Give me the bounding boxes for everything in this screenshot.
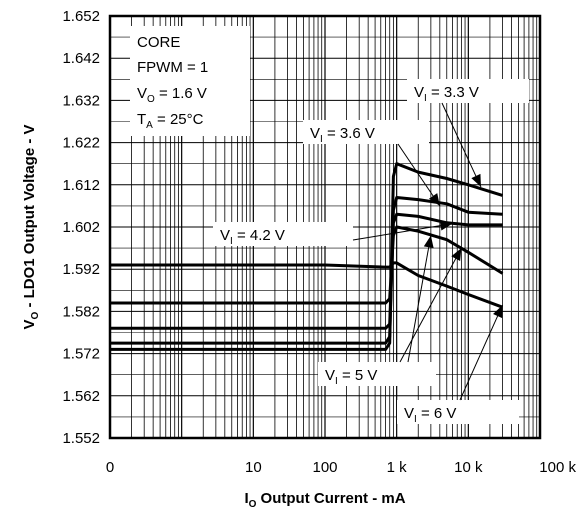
y-tick-label: 1.642 bbox=[62, 50, 100, 67]
x-tick-labels: 0 10 100 1 k 10 k 100 k bbox=[106, 459, 577, 476]
y-tick-label: 1.612 bbox=[62, 177, 100, 194]
series-label-box bbox=[397, 400, 519, 424]
series-line bbox=[110, 162, 503, 351]
series-label-box bbox=[303, 120, 429, 144]
annotations: CORE FPWM = 1 VO = 1.6 V TA = 25°C VI = 3.3 … bbox=[130, 26, 529, 425]
arrowhead bbox=[471, 173, 481, 187]
series-label: VI = 5 V bbox=[325, 367, 377, 387]
series-line bbox=[110, 261, 504, 309]
label-leader-line bbox=[441, 102, 482, 188]
y-tick-label: 1.562 bbox=[62, 388, 100, 405]
x-tick-label: 100 bbox=[312, 459, 337, 476]
label-leader-line bbox=[459, 304, 503, 401]
series-line bbox=[110, 196, 503, 345]
x-tick-label: 10 k bbox=[454, 459, 483, 476]
y-axis-title: VO - LDO1 Output Voltage - V bbox=[21, 124, 41, 329]
conditions-box bbox=[130, 26, 250, 136]
plot-frame bbox=[108, 14, 542, 440]
series-label: VI = 6 V bbox=[404, 405, 456, 425]
series-label: VI = 3.6 V bbox=[310, 125, 375, 145]
arrowhead bbox=[439, 220, 453, 231]
y-tick-label: 1.622 bbox=[62, 135, 100, 152]
series-line bbox=[110, 225, 504, 305]
arrowhead bbox=[493, 305, 503, 319]
x-tick-label: 10 bbox=[245, 459, 262, 476]
arrowhead bbox=[451, 248, 462, 262]
y-tick-label: 1.582 bbox=[62, 303, 100, 320]
y-tick-label: 1.572 bbox=[62, 346, 100, 363]
series-line bbox=[110, 212, 503, 330]
series-label: VI = 3.3 V bbox=[414, 84, 479, 104]
arrowhead bbox=[423, 235, 434, 249]
label-leader-line bbox=[352, 223, 453, 241]
condition-ta: TA = 25°C bbox=[137, 111, 204, 131]
arrowhead bbox=[428, 193, 440, 206]
series-label-box bbox=[213, 222, 353, 246]
label-leader-line bbox=[399, 247, 462, 363]
y-tick-label: 1.652 bbox=[62, 8, 100, 25]
series-label-box bbox=[407, 79, 529, 103]
y-tick-label: 1.602 bbox=[62, 219, 100, 236]
curves bbox=[110, 162, 504, 351]
y-tick-label: 1.632 bbox=[62, 92, 100, 109]
y-tick-label: 1.592 bbox=[62, 261, 100, 278]
x-tick-label: 1 k bbox=[387, 459, 408, 476]
x-tick-label: 100 k bbox=[539, 459, 576, 476]
series-label-box bbox=[318, 362, 436, 386]
condition-vo: VO = 1.6 V bbox=[137, 85, 207, 105]
label-leader-line bbox=[407, 235, 432, 363]
series-label: VI = 4.2 V bbox=[220, 227, 285, 247]
grid bbox=[109, 15, 540, 439]
y-tick-label: 1.552 bbox=[62, 430, 100, 447]
label-leader-line bbox=[397, 143, 441, 207]
x-tick-label: 0 bbox=[106, 459, 114, 476]
x-axis-title: IO Output Current - mA bbox=[244, 490, 405, 510]
y-tick-labels: 1.552 1.562 1.572 1.582 1.592 1.602 1.612 1.622… bbox=[62, 8, 100, 447]
condition-core: CORE bbox=[137, 34, 180, 51]
condition-fpwm: FPWM = 1 bbox=[137, 59, 208, 76]
